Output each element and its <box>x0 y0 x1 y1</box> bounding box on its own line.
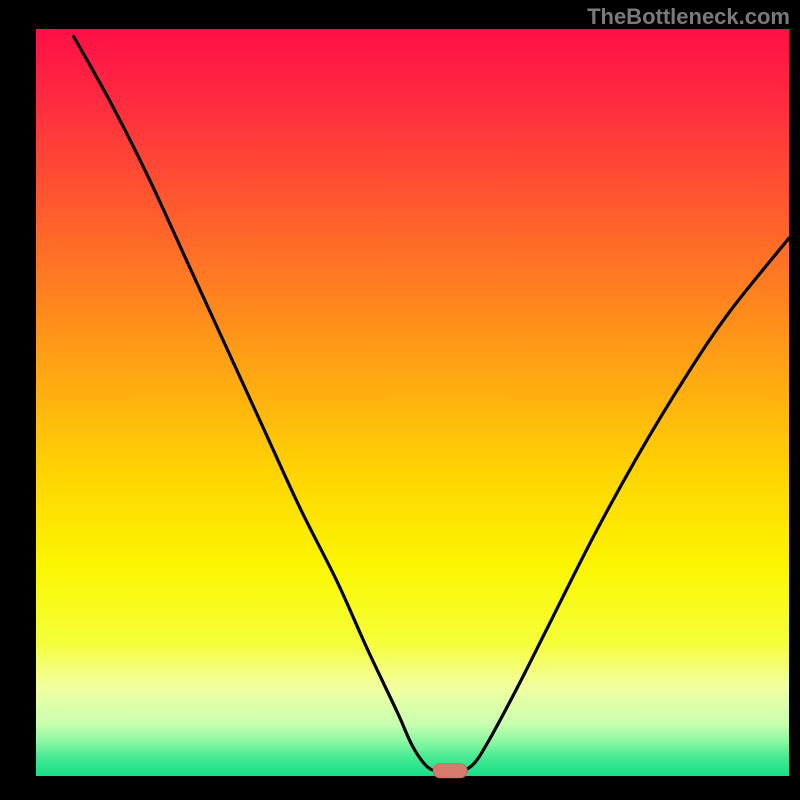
watermark-text: TheBottleneck.com <box>587 4 790 30</box>
plot-background <box>36 29 789 776</box>
bottleneck-chart <box>0 0 800 800</box>
optimum-marker <box>433 764 467 778</box>
chart-container: TheBottleneck.com <box>0 0 800 800</box>
